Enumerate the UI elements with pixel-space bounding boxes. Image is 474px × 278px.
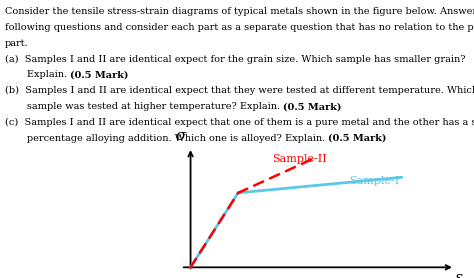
Text: Consider the tensile stress-strain diagrams of typical metals shown in the figur: Consider the tensile stress-strain diagr… — [5, 7, 474, 16]
Text: (0.5 Mark): (0.5 Mark) — [328, 134, 386, 143]
Text: Explain.: Explain. — [5, 71, 70, 80]
Text: part.: part. — [5, 39, 28, 48]
Text: (a)  Samples I and II are identical expect for the grain size. Which sample has : (a) Samples I and II are identical expec… — [5, 55, 465, 64]
Text: percentage alloying addition. Which one is alloyed? Explain.: percentage alloying addition. Which one … — [5, 134, 328, 143]
Text: (0.5 Mark): (0.5 Mark) — [283, 102, 341, 111]
Text: following questions and consider each part as a separate question that has no re: following questions and consider each pa… — [5, 23, 474, 32]
Text: (0.5 Mark): (0.5 Mark) — [70, 71, 128, 80]
Text: (c)  Samples I and II are identical expect that one of them is a pure metal and : (c) Samples I and II are identical expec… — [5, 118, 474, 127]
Text: sample was tested at higher temperature? Explain.: sample was tested at higher temperature?… — [5, 102, 283, 111]
Text: σ: σ — [176, 129, 186, 143]
Text: Sample-I: Sample-I — [349, 176, 400, 186]
Text: Sample-II: Sample-II — [273, 154, 327, 164]
Text: ε: ε — [455, 271, 463, 278]
Text: (b)  Samples I and II are identical expect that they were tested at different te: (b) Samples I and II are identical expec… — [5, 86, 474, 95]
